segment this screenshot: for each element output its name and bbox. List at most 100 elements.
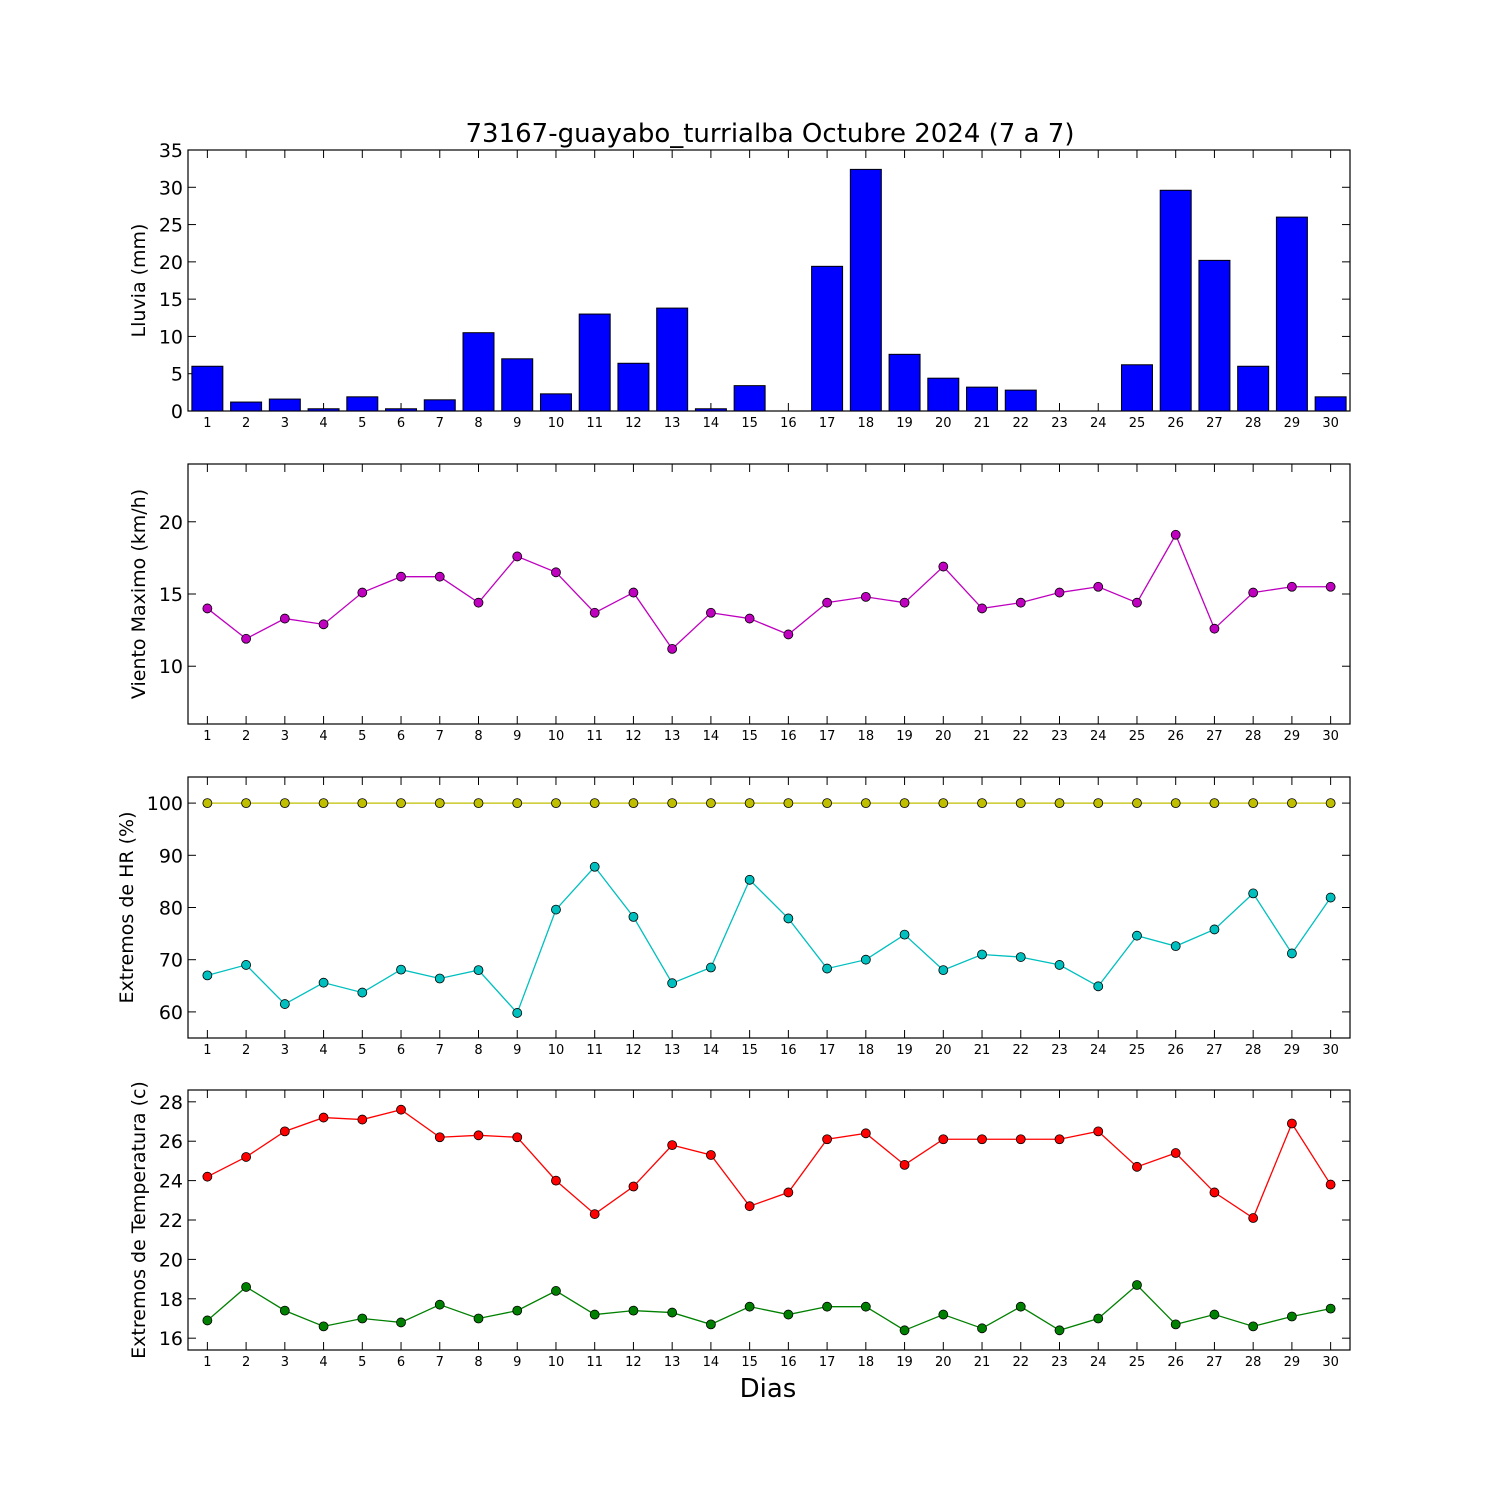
x-tick-label: 12 <box>625 1043 642 1058</box>
x-tick-label: 4 <box>319 416 327 431</box>
data-point <box>628 1181 639 1192</box>
x-tick-label: 30 <box>1322 1355 1339 1370</box>
data-point <box>822 1134 832 1145</box>
bar-day-28 <box>1237 365 1270 412</box>
data-point <box>1209 924 1220 935</box>
x-tick-label: 5 <box>358 1355 366 1370</box>
x-tick-label: 3 <box>281 1043 289 1058</box>
data-point <box>1248 888 1259 899</box>
bar-day-9 <box>501 358 534 412</box>
data-point <box>667 643 678 654</box>
data-point <box>241 1152 252 1162</box>
data-point <box>706 1319 716 1330</box>
bar-day-5 <box>346 396 379 412</box>
data-point <box>628 911 639 922</box>
x-tick-label: 3 <box>281 729 289 744</box>
data-point <box>860 591 871 602</box>
x-tick-label: 26 <box>1167 416 1184 431</box>
data-point <box>1054 1134 1065 1145</box>
x-tick-label: 29 <box>1284 1355 1301 1370</box>
x-tick-label: 21 <box>974 729 991 744</box>
data-point <box>1287 1311 1297 1322</box>
bar-day-15 <box>733 385 766 412</box>
x-tick-label: 18 <box>858 729 875 744</box>
x-tick-label: 25 <box>1129 1355 1146 1370</box>
x-tick-label: 21 <box>974 416 991 431</box>
y-tick-label: 35 <box>159 140 183 162</box>
plot-area <box>187 1089 1351 1351</box>
bar-day-1 <box>191 365 224 412</box>
data-point <box>706 798 716 808</box>
data-point <box>434 973 445 984</box>
x-tick-label: 3 <box>281 1355 289 1370</box>
data-point <box>938 1134 949 1145</box>
data-point <box>977 1323 987 1334</box>
x-tick-label: 14 <box>703 416 720 431</box>
series-line-1 <box>206 533 1331 650</box>
data-point <box>783 798 794 808</box>
x-tick-label: 26 <box>1167 729 1184 744</box>
x-tick-label: 2 <box>242 729 250 744</box>
x-tick-label: 8 <box>474 1355 482 1370</box>
plot-area <box>187 776 1351 1039</box>
y-tick-label: 5 <box>171 364 183 386</box>
data-point <box>1132 597 1142 608</box>
data-point <box>744 613 755 624</box>
data-point <box>899 597 910 608</box>
y-tick-label: 15 <box>159 289 183 311</box>
data-point <box>512 798 523 808</box>
x-tick-label: 22 <box>1012 416 1029 431</box>
data-point <box>1093 581 1104 592</box>
data-point <box>1015 952 1026 962</box>
x-tick-label: 23 <box>1051 1355 1068 1370</box>
x-tick-label: 30 <box>1322 416 1339 431</box>
data-point <box>1093 1313 1104 1324</box>
data-point <box>512 1132 523 1143</box>
data-point <box>473 597 484 608</box>
data-point <box>860 798 871 808</box>
x-tick-label: 5 <box>358 1043 366 1058</box>
x-tick-label: 14 <box>703 1043 720 1058</box>
x-tick-label: 24 <box>1090 729 1107 744</box>
data-point <box>473 965 484 976</box>
x-tick-label: 27 <box>1206 729 1223 744</box>
data-point <box>1287 948 1297 959</box>
data-point <box>628 798 639 808</box>
x-tick-label: 8 <box>474 416 482 431</box>
x-tick-label: 27 <box>1206 1355 1223 1370</box>
data-point <box>628 587 639 598</box>
data-point <box>1054 798 1065 808</box>
x-tick-label: 25 <box>1129 1043 1146 1058</box>
data-point <box>512 1008 523 1018</box>
data-point <box>473 798 484 808</box>
series-line-2 <box>207 865 1332 1015</box>
x-tick-label: 27 <box>1206 1043 1223 1058</box>
x-tick-label: 5 <box>358 416 366 431</box>
data-point <box>279 1126 290 1137</box>
x-tick-label: 28 <box>1245 416 1262 431</box>
y-tick-label: 28 <box>159 1092 183 1114</box>
data-point <box>396 571 406 582</box>
data-point <box>318 977 329 988</box>
bar-day-7 <box>423 399 456 412</box>
data-point <box>899 929 910 940</box>
x-tick-label: 4 <box>319 729 327 744</box>
x-tick-label: 23 <box>1051 416 1068 431</box>
x-tick-label: 29 <box>1284 1043 1301 1058</box>
x-tick-label: 20 <box>935 416 952 431</box>
x-tick-label: 17 <box>819 416 836 431</box>
y-tick-label: 10 <box>159 326 183 348</box>
y-axis-label: Extremos de Temperatura (c) <box>128 1081 150 1359</box>
data-point <box>241 798 252 808</box>
x-tick-label: 9 <box>513 1043 521 1058</box>
y-axis-label: Lluvia (mm) <box>128 224 150 338</box>
y-tick-label: 70 <box>159 950 183 972</box>
y-tick-label: 30 <box>159 177 183 199</box>
x-axis-label: Dias <box>740 1374 797 1404</box>
x-tick-label: 25 <box>1129 416 1146 431</box>
y-axis-label: Viento Maximo (km/h) <box>128 489 150 699</box>
x-tick-label: 28 <box>1245 1355 1262 1370</box>
